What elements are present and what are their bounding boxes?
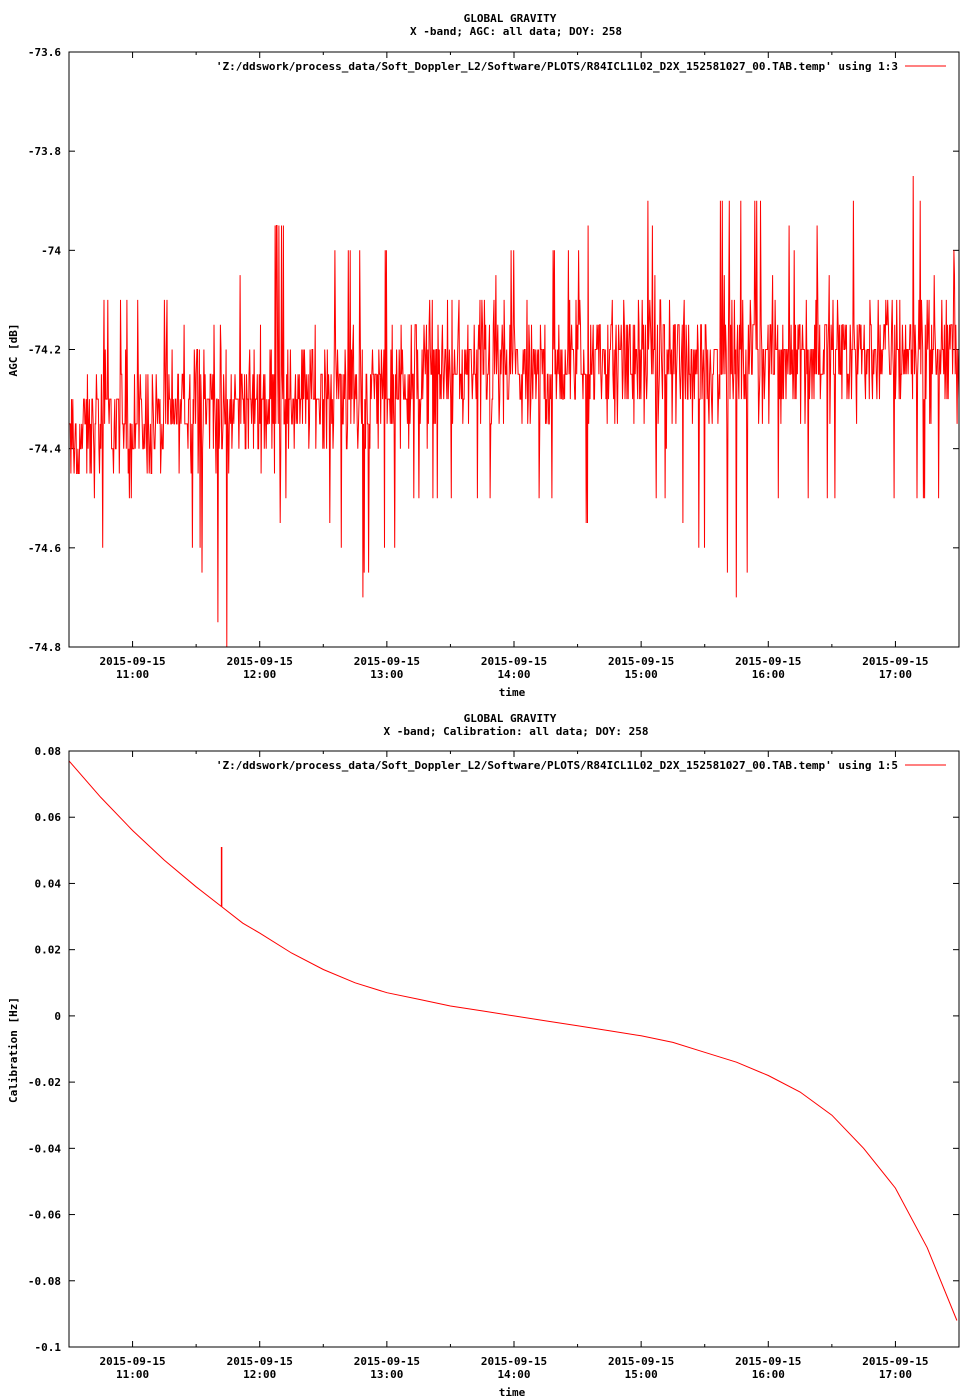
x-tick-label: 12:00 [243,1368,276,1381]
y-tick-label: -73.8 [28,145,61,158]
x-axis-label: time [499,686,526,699]
y-tick-label: -0.1 [35,1341,62,1354]
x-tick-label: 15:00 [625,1368,658,1381]
y-tick-label: -0.06 [28,1209,61,1222]
x-tick-label: 15:00 [625,668,658,681]
y-tick-label: -0.04 [28,1142,61,1155]
chart-subtitle: X -band; AGC: all data; DOY: 258 [410,25,622,38]
plot-marks [68,760,958,1321]
y-tick-label: -73.6 [28,46,61,59]
chart-subtitle: X -band; Calibration: all data; DOY: 258 [384,725,649,738]
y-axis-label: Calibration [Hz] [7,997,20,1103]
x-tick-label: 2015-09-15 [608,1355,674,1368]
x-tick-label: 13:00 [370,1368,403,1381]
y-tick-label: -74.6 [28,542,61,555]
y-tick-label: 0.02 [35,944,62,957]
x-tick-label: 17:00 [879,1368,912,1381]
x-tick-label: 14:00 [497,1368,530,1381]
plot-frame [68,51,960,648]
x-tick-label: 13:00 [370,668,403,681]
legend-label: 'Z:/ddswork/process_data/Soft_Doppler_L2… [216,60,898,73]
x-tick-label: 2015-09-15 [354,655,420,668]
x-tick-label: 2015-09-15 [481,655,547,668]
x-tick-label: 2015-09-15 [227,1355,293,1368]
y-tick-labels: -73.6 -73.8 -74 -74.2 -74.4 -74.6 -74.8 [28,46,959,654]
x-tick-label: 2015-09-15 [227,655,293,668]
x-axis-label: time [499,1386,526,1399]
x-tick-labels: 2015-09-1511:002015-09-1512:002015-09-15… [68,751,960,1381]
y-tick-label: 0.08 [35,745,62,758]
x-tick-label: 11:00 [116,1368,149,1381]
x-tick-label: 2015-09-15 [99,655,165,668]
plot-frame [68,750,960,1348]
chart-title: GLOBAL GRAVITY [464,712,557,725]
x-tick-label: 11:00 [116,668,149,681]
x-tick-label: 2015-09-15 [354,1355,420,1368]
x-tick-label: 16:00 [752,668,785,681]
legend-label: 'Z:/ddswork/process_data/Soft_Doppler_L2… [216,759,898,772]
x-tick-label: 16:00 [752,1368,785,1381]
x-tick-label: 2015-09-15 [608,655,674,668]
y-tick-label: -0.02 [28,1076,61,1089]
x-tick-label: 2015-09-15 [735,655,801,668]
y-tick-label: -74.4 [28,443,61,456]
y-tick-label: 0.04 [35,877,62,890]
y-tick-label: -74.8 [28,641,61,654]
x-tick-label: 2015-09-15 [481,1355,547,1368]
y-tick-label: 0 [54,1010,61,1023]
x-tick-label: 14:00 [497,668,530,681]
chart-title: GLOBAL GRAVITY [464,12,557,25]
y-tick-labels: 0.08 0.06 0.04 0.02 0 -0.02 -0.04 -0.06 -0.08 -0.… [28,745,959,1354]
y-tick-label: -74.2 [28,344,61,357]
y-tick-label: -0.08 [28,1275,61,1288]
x-tick-label: 2015-09-15 [862,1355,928,1368]
agc-chart: GLOBAL GRAVITY X -band; AGC: all data; D… [7,12,960,699]
plot-marks [69,175,960,648]
x-tick-label: 2015-09-15 [735,1355,801,1368]
y-tick-label: 0.06 [35,811,62,824]
x-tick-label: 17:00 [879,668,912,681]
y-axis-label: AGC [dB] [7,324,20,377]
calibration-chart: GLOBAL GRAVITY X -band; Calibration: all… [7,712,960,1399]
y-tick-label: -74 [41,244,61,257]
x-tick-label: 12:00 [243,668,276,681]
x-tick-labels: 2015-09-1511:002015-09-1512:002015-09-15… [68,52,960,681]
calibration-series-line [68,760,958,1321]
agc-series-line [69,175,960,648]
x-tick-label: 2015-09-15 [99,1355,165,1368]
x-tick-label: 2015-09-15 [862,655,928,668]
